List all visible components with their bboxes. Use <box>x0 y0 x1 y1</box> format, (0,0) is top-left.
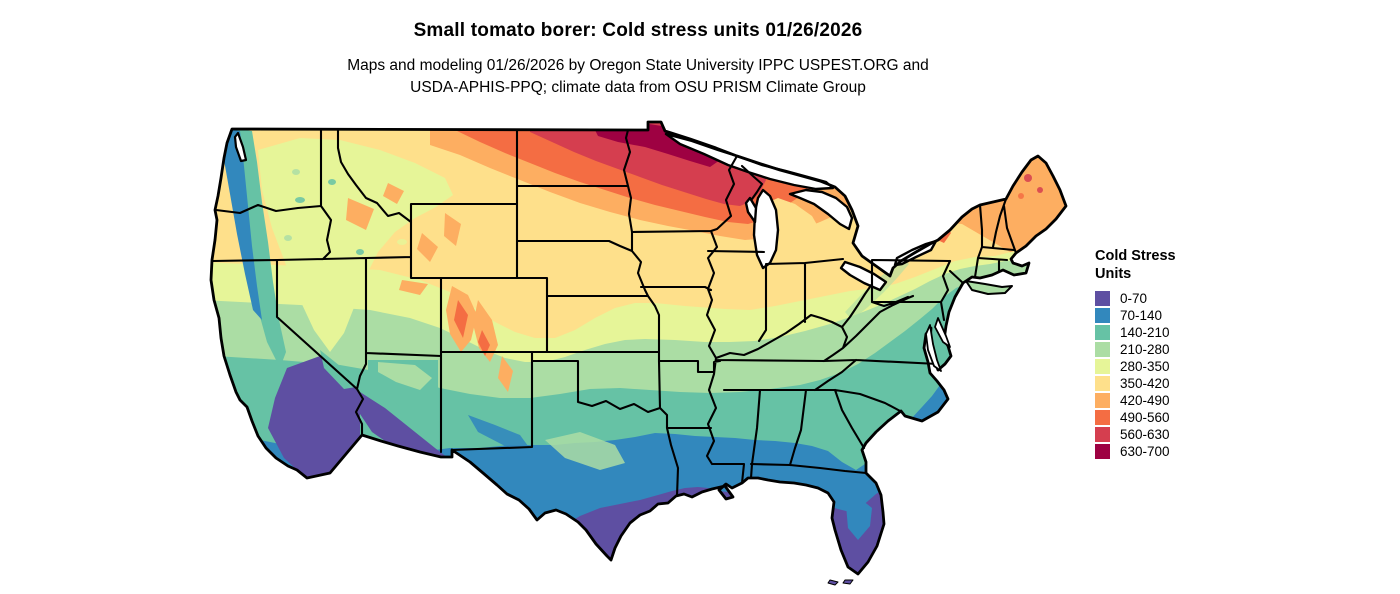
legend-item: 0-70 <box>1095 290 1285 307</box>
windriver-orange <box>417 233 438 262</box>
green-bay <box>744 196 758 224</box>
subtitle-line-2: USDA-APHIS-PPQ; climate data from OSU PR… <box>410 79 866 96</box>
legend-title-line-1: Cold Stress <box>1095 248 1176 264</box>
mogollon-green <box>378 362 432 390</box>
legend-label: 630-700 <box>1120 444 1170 459</box>
lake-erie <box>839 260 888 292</box>
legend-item: 70-140 <box>1095 307 1285 324</box>
intermountain-basin <box>258 138 453 352</box>
legend-item: 630-700 <box>1095 443 1285 460</box>
conus-outline <box>209 120 1068 576</box>
legend-label: 490-560 <box>1120 410 1170 425</box>
legend-item: 560-630 <box>1095 426 1285 443</box>
subtitle-line-1: Maps and modeling 01/26/2026 by Oregon S… <box>347 57 929 74</box>
legend-item: 350-420 <box>1095 375 1285 392</box>
delaware-bay <box>934 317 951 348</box>
legend-item: 420-490 <box>1095 392 1285 409</box>
michigan-lake-effect-yellow <box>762 198 842 263</box>
legend-swatch <box>1095 393 1110 408</box>
new-mexico-south-blue <box>468 415 528 446</box>
legend-title: Cold Stress Units <box>1095 247 1285 283</box>
idaho-mountains-orange <box>346 198 374 230</box>
bays-and-islands <box>233 131 1013 586</box>
legend-label: 280-350 <box>1120 359 1170 374</box>
legend-swatch <box>1095 325 1110 340</box>
socal-deserts-purple <box>268 356 360 480</box>
sangre-de-cristo-orange <box>498 356 513 392</box>
florida-blue-pocket <box>846 500 872 540</box>
legend-label: 350-420 <box>1120 376 1170 391</box>
legend-label: 70-140 <box>1120 308 1163 323</box>
legend-swatch <box>1095 444 1110 459</box>
map-subtitle: Maps and modeling 01/26/2026 by Oregon S… <box>0 55 1276 99</box>
state-borders <box>211 128 1018 498</box>
long-island <box>965 280 1013 295</box>
pacific-blue-strip <box>222 128 262 320</box>
legend-swatch <box>1095 308 1110 323</box>
chesapeake-bay <box>925 324 942 372</box>
legend-title-line-2: Units <box>1095 266 1132 282</box>
bighorn-orange <box>444 213 461 246</box>
uinta-orange <box>399 280 428 295</box>
legend-label: 560-630 <box>1120 427 1170 442</box>
legend-swatch <box>1095 427 1110 442</box>
legend-item: 490-560 <box>1095 409 1285 426</box>
legend-label: 0-70 <box>1120 291 1148 306</box>
legend-item: 210-280 <box>1095 341 1285 358</box>
legend-swatch <box>1095 359 1110 374</box>
legend-items: 0-70 70-140 140-210 210-280 280-350 350-420 42… <box>1095 290 1285 460</box>
legend-swatch <box>1095 342 1110 357</box>
legend-label: 210-280 <box>1120 342 1170 357</box>
colorado-san-juan-orange <box>473 300 498 362</box>
map-title: Small tomato borer: Cold stress units 01… <box>413 20 863 41</box>
colorado-rockies-red <box>454 300 468 338</box>
legend-swatch <box>1095 376 1110 391</box>
legend-label: 140-210 <box>1120 325 1170 340</box>
edwards-plateau-green <box>545 432 625 470</box>
legend: Cold Stress Units 0-70 70-140 140-210 210-2… <box>1095 247 1285 460</box>
lake-huron <box>788 188 854 231</box>
legend-item: 140-210 <box>1095 324 1285 341</box>
texture-speckles <box>284 169 1043 255</box>
colorado-red-dot <box>478 330 490 356</box>
florida-keys <box>827 579 854 586</box>
montana-orange-dot <box>383 183 404 204</box>
arizona-purple <box>360 392 448 458</box>
legend-item: 280-350 <box>1095 358 1285 375</box>
legend-swatch <box>1095 410 1110 425</box>
legend-swatch <box>1095 291 1110 306</box>
puget-sound <box>233 131 248 163</box>
legend-label: 420-490 <box>1120 393 1170 408</box>
